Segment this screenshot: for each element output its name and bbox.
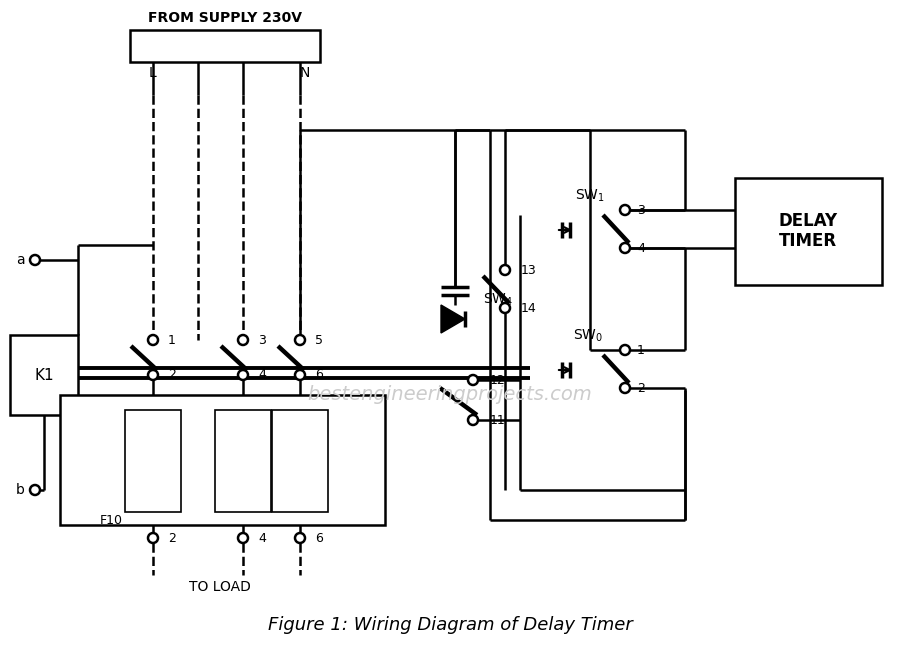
Text: 2: 2 <box>168 369 176 382</box>
Text: 6: 6 <box>315 531 323 544</box>
Text: 2: 2 <box>168 531 176 544</box>
Text: N: N <box>300 66 310 80</box>
Bar <box>125 410 181 512</box>
Text: SW$_4$: SW$_4$ <box>483 292 513 308</box>
Circle shape <box>295 370 305 380</box>
Text: 12: 12 <box>490 373 506 386</box>
Bar <box>735 178 882 285</box>
Text: 5: 5 <box>315 334 323 347</box>
Circle shape <box>620 383 630 393</box>
Circle shape <box>238 370 248 380</box>
Polygon shape <box>441 305 465 333</box>
Text: 1: 1 <box>637 343 645 356</box>
Text: Figure 1: Wiring Diagram of Delay Timer: Figure 1: Wiring Diagram of Delay Timer <box>267 616 633 634</box>
Circle shape <box>238 533 248 543</box>
Bar <box>272 410 328 512</box>
Circle shape <box>620 345 630 355</box>
Text: L: L <box>149 66 157 80</box>
Text: K1: K1 <box>34 367 54 382</box>
Circle shape <box>30 255 40 265</box>
Text: SW$_1$: SW$_1$ <box>575 188 605 204</box>
Text: 4: 4 <box>258 369 265 382</box>
Text: F10: F10 <box>100 513 123 526</box>
Bar <box>60 395 385 525</box>
Text: 2: 2 <box>637 382 645 395</box>
Text: 1: 1 <box>168 334 176 347</box>
Circle shape <box>148 533 158 543</box>
Text: DELAY
TIMER: DELAY TIMER <box>778 212 838 250</box>
Text: TO LOAD: TO LOAD <box>189 580 251 594</box>
Circle shape <box>148 335 158 345</box>
Circle shape <box>295 533 305 543</box>
Text: FROM SUPPLY 230V: FROM SUPPLY 230V <box>148 11 302 25</box>
Circle shape <box>468 415 478 425</box>
Text: 11: 11 <box>490 413 506 426</box>
Bar <box>130 30 320 62</box>
Text: 14: 14 <box>521 301 536 314</box>
Text: b: b <box>15 483 24 497</box>
Circle shape <box>238 335 248 345</box>
Text: a: a <box>15 253 24 267</box>
Circle shape <box>468 375 478 385</box>
Circle shape <box>148 370 158 380</box>
Text: 6: 6 <box>315 369 323 382</box>
Bar <box>10 335 78 415</box>
Circle shape <box>30 485 40 495</box>
Text: 3: 3 <box>637 203 645 216</box>
Text: 3: 3 <box>258 334 265 347</box>
Circle shape <box>500 303 510 313</box>
Text: 4: 4 <box>637 242 645 255</box>
Circle shape <box>500 265 510 275</box>
Text: bestengineeringprojects.com: bestengineeringprojects.com <box>308 386 592 404</box>
Circle shape <box>620 243 630 253</box>
Text: SW$_0$: SW$_0$ <box>573 328 603 344</box>
Circle shape <box>620 205 630 215</box>
Text: 13: 13 <box>521 264 536 277</box>
Text: 4: 4 <box>258 531 265 544</box>
Circle shape <box>295 335 305 345</box>
Bar <box>215 410 271 512</box>
